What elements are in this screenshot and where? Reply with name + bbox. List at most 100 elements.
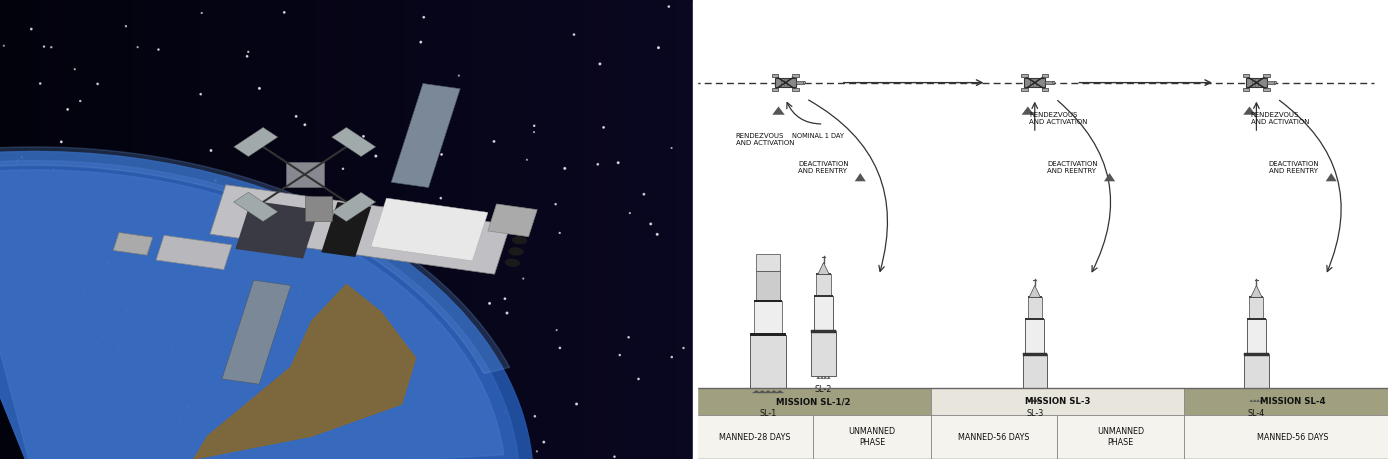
Point [126, 44, 149, 51]
Point [512, 275, 534, 282]
Point [661, 144, 683, 151]
Bar [750, 335, 786, 390]
Bar [775, 78, 797, 87]
Polygon shape [236, 201, 319, 258]
Bar [816, 274, 830, 275]
Polygon shape [371, 198, 489, 261]
Point [494, 295, 516, 302]
Point [117, 184, 139, 191]
Polygon shape [769, 390, 779, 393]
Bar [695, 388, 1388, 459]
Ellipse shape [1274, 81, 1277, 84]
Bar [754, 300, 783, 302]
Polygon shape [233, 127, 278, 157]
Point [285, 113, 307, 120]
Bar [772, 88, 779, 91]
Bar [750, 333, 786, 336]
Polygon shape [210, 185, 511, 274]
Ellipse shape [509, 248, 523, 255]
Wedge shape [0, 161, 519, 459]
Point [176, 403, 198, 411]
Point [351, 306, 373, 313]
Point [479, 300, 501, 307]
Point [107, 345, 129, 353]
Bar [1027, 297, 1042, 319]
Point [161, 343, 183, 351]
Bar [1024, 78, 1045, 87]
Point [421, 417, 443, 424]
Point [128, 175, 150, 183]
Bar [1249, 297, 1263, 319]
Point [618, 334, 640, 341]
Point [204, 177, 226, 185]
Point [533, 438, 555, 446]
Point [341, 286, 364, 294]
Text: DEACTIVATION
AND REENTRY: DEACTIVATION AND REENTRY [1047, 161, 1098, 174]
Point [100, 224, 122, 232]
Point [494, 409, 516, 416]
Point [405, 452, 428, 459]
Text: MISSION SL-4: MISSION SL-4 [1260, 397, 1326, 406]
Bar [1249, 297, 1263, 298]
Point [544, 201, 566, 208]
Point [205, 308, 228, 315]
Point [587, 161, 609, 168]
Bar [1267, 81, 1276, 84]
Point [40, 44, 62, 51]
Point [200, 217, 222, 224]
Point [236, 53, 258, 60]
Polygon shape [305, 196, 333, 221]
Point [33, 389, 56, 396]
Polygon shape [1027, 399, 1031, 402]
Point [353, 133, 375, 140]
Point [115, 22, 137, 30]
Point [214, 451, 236, 459]
Bar [1263, 88, 1270, 91]
Polygon shape [1038, 399, 1042, 402]
Bar [815, 295, 833, 297]
Point [50, 138, 72, 146]
Polygon shape [1031, 399, 1035, 402]
Polygon shape [1251, 285, 1262, 297]
Bar [1042, 88, 1048, 91]
Bar [811, 330, 836, 333]
Point [86, 80, 108, 88]
Point [147, 46, 169, 53]
Point [479, 221, 501, 228]
Point [496, 309, 518, 317]
Point [97, 259, 119, 267]
Bar [1246, 78, 1267, 87]
Polygon shape [827, 376, 830, 379]
Polygon shape [1259, 399, 1263, 402]
Bar [1263, 74, 1270, 77]
Bar [1244, 353, 1269, 356]
Bar [695, 388, 931, 415]
Text: MANNED-28 DAYS: MANNED-28 DAYS [719, 433, 790, 442]
Point [273, 9, 296, 16]
Point [3, 264, 25, 271]
Polygon shape [1249, 399, 1253, 402]
Text: DEACTIVATION
AND REENTRY: DEACTIVATION AND REENTRY [798, 161, 848, 174]
Wedge shape [0, 147, 509, 374]
Point [316, 381, 339, 389]
Text: DEACTIVATION
AND REENTRY: DEACTIVATION AND REENTRY [1269, 161, 1320, 174]
Polygon shape [1326, 173, 1337, 181]
Point [462, 346, 484, 353]
Text: RENDEZVOUS
AND ACTIVATION: RENDEZVOUS AND ACTIVATION [736, 133, 794, 146]
Point [289, 288, 311, 296]
Text: RENDEZVOUS
AND ACTIVATION: RENDEZVOUS AND ACTIVATION [1251, 112, 1309, 125]
Point [627, 375, 650, 383]
Bar [931, 388, 1184, 415]
Bar [1022, 74, 1027, 77]
Polygon shape [1244, 106, 1256, 115]
Polygon shape [752, 390, 761, 393]
Point [97, 351, 119, 358]
Ellipse shape [505, 259, 519, 266]
Bar [1026, 318, 1044, 320]
Point [619, 209, 641, 217]
Point [409, 39, 432, 46]
Text: RENDEZVOUS
AND ACTIVATION: RENDEZVOUS AND ACTIVATION [1030, 112, 1088, 125]
Polygon shape [772, 106, 784, 115]
Text: UNMANNED
PHASE: UNMANNED PHASE [1097, 427, 1144, 447]
Ellipse shape [512, 237, 526, 244]
